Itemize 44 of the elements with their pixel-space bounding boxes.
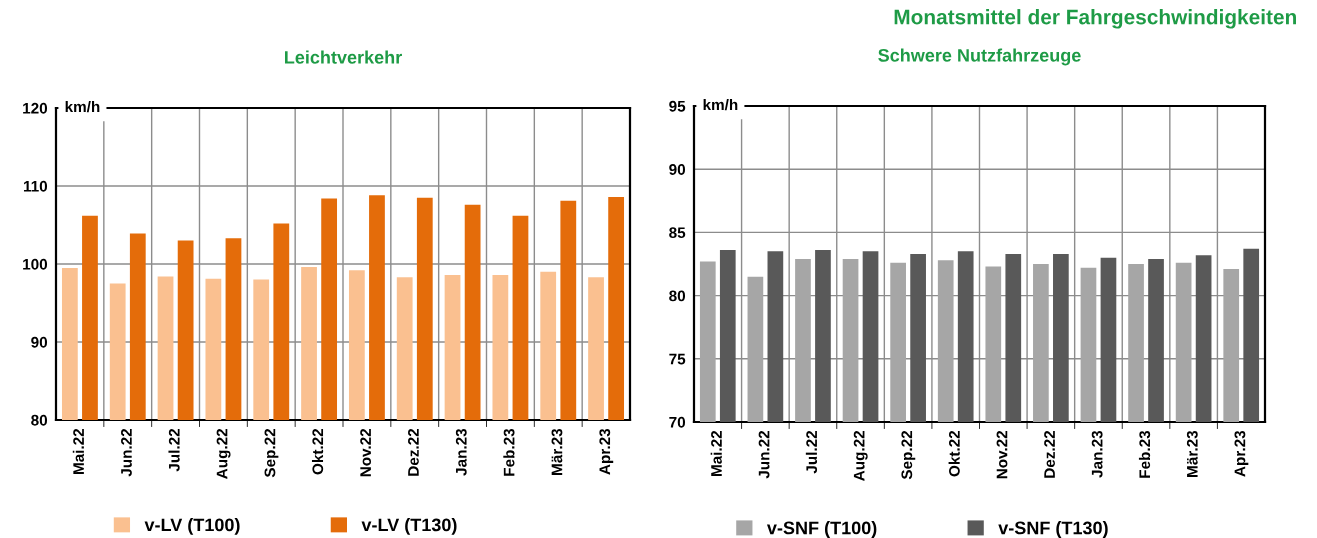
- x-tick-label: Feb.23: [1138, 430, 1151, 478]
- y-tick-label: 80: [669, 290, 686, 302]
- y-tick-label: 80: [31, 414, 48, 426]
- legend-label: v-LV (T100): [144, 518, 240, 535]
- x-tick-label: Jun.22: [121, 428, 132, 477]
- x-tick-label: Sep.22: [264, 428, 279, 478]
- x-tick-label: Jan.23: [1091, 430, 1103, 478]
- y-tick-label: 120: [23, 102, 48, 114]
- y-tick-label: 110: [23, 180, 48, 192]
- y-tick-label: 90: [669, 164, 686, 175]
- text: Monatsmittel der Fahrgeschwindigkeiten: [894, 9, 1296, 29]
- y-axis-title: km/h: [703, 98, 738, 111]
- x-tick-label: Okt.22: [311, 428, 324, 475]
- y-tick-label: 75: [669, 353, 686, 365]
- chart-title: Leichtverkehr: [285, 50, 402, 64]
- y-axis-title: km/h: [65, 100, 100, 113]
- x-tick-label: Dez.22: [1044, 430, 1055, 478]
- legend-label: v-SNF (T100): [766, 521, 877, 538]
- y-tick-label: 90: [31, 336, 48, 348]
- x-tick-label: Jul.22: [168, 428, 180, 472]
- x-tick-label: Feb.23: [503, 428, 515, 476]
- x-tick-label: Okt.22: [948, 430, 960, 477]
- chart-title: Schwere Nutzfahrzeuge: [878, 48, 1081, 66]
- x-tick-label: Dez.22: [408, 428, 419, 476]
- x-tick-label: Mär.23: [551, 428, 563, 475]
- y-tick-label: 95: [669, 100, 686, 112]
- x-tick-label: Sep.22: [901, 430, 916, 480]
- x-tick-label: Mai.22: [72, 428, 85, 475]
- y-tick-label: 70: [669, 416, 686, 428]
- x-tick-label: Aug.22: [853, 430, 868, 481]
- x-tick-label: Aug.22: [216, 428, 231, 479]
- y-tick-label: 100: [23, 258, 48, 270]
- x-tick-label: Mär.23: [1186, 430, 1198, 477]
- legend-label: v-LV (T130): [361, 518, 457, 535]
- x-tick-label: Apr.23: [599, 428, 614, 475]
- x-tick-label: Mai.22: [710, 430, 722, 477]
- legend-label: v-SNF (T130): [998, 521, 1108, 538]
- y-tick-label: 85: [669, 227, 686, 239]
- x-tick-label: Nov.22: [360, 428, 372, 477]
- x-tick-label: Apr.23: [1234, 430, 1249, 477]
- x-tick-label: Jul.22: [805, 430, 818, 474]
- x-tick-label: Jun.22: [758, 430, 770, 479]
- x-tick-label: Jan.23: [455, 428, 467, 476]
- x-tick-label: Nov.22: [996, 430, 1008, 479]
